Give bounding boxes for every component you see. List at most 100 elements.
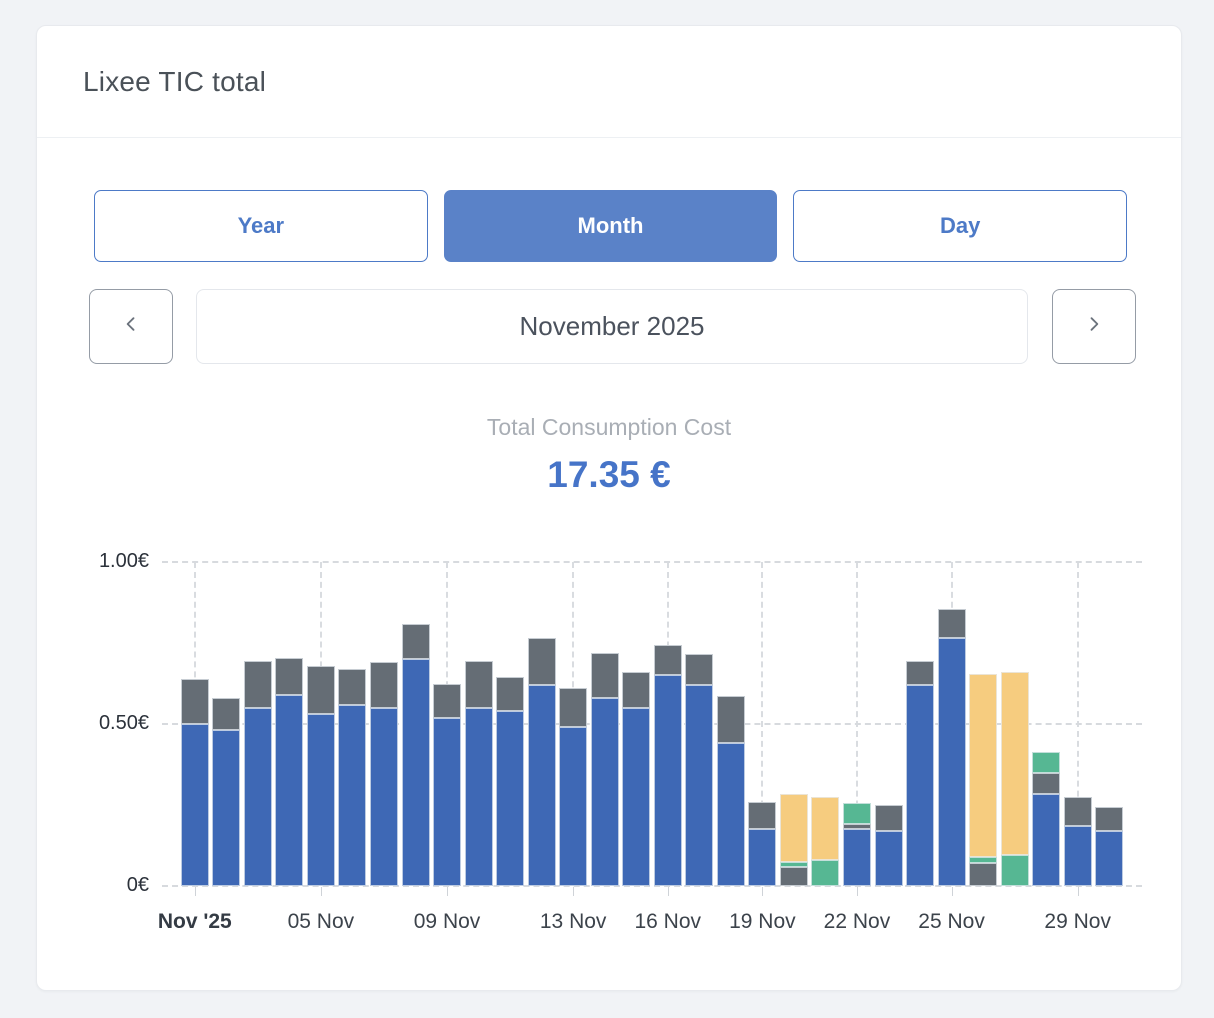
bar-segment-blue[interactable] (622, 707, 651, 886)
bar-segment-blue[interactable] (685, 685, 714, 886)
bar-segment-blue[interactable] (527, 685, 556, 886)
x-axis-tick (856, 887, 858, 896)
bar-segment-blue[interactable] (180, 724, 209, 886)
day-button[interactable]: Day (793, 190, 1128, 262)
bar-segment-grey[interactable] (716, 696, 745, 744)
period-text: November 2025 (519, 311, 705, 341)
bar-segment-grey[interactable] (338, 668, 367, 705)
bar-segment-blue[interactable] (559, 727, 588, 886)
consumption-bar-chart: 0€ 0.50€ 1.00€ Nov '25 05 Nov 09 Nov 13 Nov 16 … (37, 550, 1181, 962)
bar-segment-grey[interactable] (685, 654, 714, 686)
bar-segment-grey[interactable] (369, 662, 398, 708)
bar-segment-grey[interactable] (496, 677, 525, 712)
current-period-label: November 2025 (196, 289, 1028, 364)
bar-segment-blue[interactable] (842, 829, 871, 886)
bar-segment-blue[interactable] (1032, 793, 1061, 886)
bar-segment-grey[interactable] (275, 657, 304, 695)
bar-segment-blue[interactable] (306, 714, 335, 886)
previous-period-button[interactable] (89, 289, 173, 364)
bar-segment-green[interactable] (779, 861, 808, 867)
bar-segment-blue[interactable] (590, 698, 619, 886)
bar-segment-grey[interactable] (779, 866, 808, 886)
x-axis-label: 29 Nov (1044, 910, 1111, 933)
bar-segment-blue[interactable] (906, 685, 935, 886)
bar-segment-blue[interactable] (1063, 826, 1092, 886)
bar-segment-green[interactable] (969, 856, 998, 864)
bar-segment-grey[interactable] (1063, 796, 1092, 827)
bar-segment-green[interactable] (811, 860, 840, 886)
chevron-right-icon (1084, 314, 1104, 339)
month-button[interactable]: Month (443, 190, 778, 262)
bar-segment-blue[interactable] (401, 659, 430, 886)
x-axis-tick (667, 887, 669, 896)
bar-segment-green[interactable] (842, 803, 871, 825)
total-cost-value: 17.35 € (547, 454, 671, 495)
bar-segment-blue[interactable] (275, 694, 304, 886)
bar-segment-blue[interactable] (496, 711, 525, 886)
y-axis-label: 0.50€ (98, 712, 149, 734)
bar-segment-blue[interactable] (653, 675, 682, 886)
x-axis-tick (320, 887, 322, 896)
bar-segment-grey[interactable] (212, 698, 241, 731)
bar-segment-grey[interactable] (622, 672, 651, 708)
bar-segment-blue[interactable] (464, 707, 493, 886)
bar-segment-grey[interactable] (906, 660, 935, 686)
bar-segment-yellow[interactable] (779, 793, 808, 862)
y-gridline (162, 723, 1142, 725)
y-gridline (162, 561, 1142, 563)
x-axis-tick (762, 887, 764, 896)
bar-segment-yellow[interactable] (811, 796, 840, 861)
year-button[interactable]: Year (94, 190, 428, 262)
bar-segment-grey[interactable] (401, 623, 430, 660)
bar-segment-blue[interactable] (874, 830, 903, 886)
bar-segment-yellow[interactable] (1000, 672, 1029, 856)
x-axis-label: 22 Nov (823, 910, 891, 933)
x-axis-tick (194, 887, 196, 896)
bar-segment-grey[interactable] (1032, 772, 1061, 794)
bar-segment-grey[interactable] (969, 863, 998, 886)
bar-segment-grey[interactable] (937, 608, 966, 639)
next-period-button[interactable] (1052, 289, 1136, 364)
card-header: Lixee TIC total (37, 26, 1181, 138)
bar-segment-grey[interactable] (842, 824, 871, 830)
y-gridline (162, 885, 1142, 887)
bar-segment-grey[interactable] (243, 660, 272, 708)
bar-segment-grey[interactable] (527, 638, 556, 686)
bar-segment-grey[interactable] (874, 805, 903, 831)
bar-segment-grey[interactable] (653, 644, 682, 676)
bar-segment-blue[interactable] (433, 717, 462, 886)
bar-segment-blue[interactable] (243, 707, 272, 886)
bar-segment-blue[interactable] (1095, 830, 1124, 886)
x-axis-label: Nov '25 (157, 910, 232, 933)
bar-segment-blue[interactable] (369, 707, 398, 886)
bar-segment-grey[interactable] (1095, 806, 1124, 831)
x-axis-label: 09 Nov (413, 910, 481, 933)
bar-segment-grey[interactable] (590, 652, 619, 699)
chart-plot (179, 562, 1125, 886)
x-axis-label: 13 Nov (539, 910, 607, 933)
x-axis-tick (951, 887, 953, 896)
x-axis-label: 19 Nov (729, 910, 796, 933)
bar-segment-yellow[interactable] (969, 673, 998, 857)
total-cost-label: Total Consumption Cost (486, 414, 732, 440)
bar-segment-blue[interactable] (716, 743, 745, 886)
bar-segment-green[interactable] (1000, 855, 1029, 886)
x-axis-tick (447, 887, 449, 896)
lixee-tic-card: Lixee TIC total Year Month Day November … (36, 25, 1182, 991)
bar-segment-grey[interactable] (559, 688, 588, 728)
bar-segment-grey[interactable] (433, 683, 462, 718)
card-title: Lixee TIC total (83, 65, 267, 97)
bar-segment-blue[interactable] (338, 704, 367, 886)
bar-segment-blue[interactable] (212, 730, 241, 886)
x-axis-label: 16 Nov (634, 910, 702, 933)
bar-segment-grey[interactable] (180, 678, 209, 724)
bar-segment-grey[interactable] (748, 801, 777, 830)
y-axis-label: 0€ (126, 874, 149, 896)
x-axis-label: 05 Nov (287, 910, 355, 933)
bar-segment-blue[interactable] (748, 829, 777, 886)
x-axis-tick (1077, 887, 1079, 896)
bar-segment-green[interactable] (1032, 751, 1061, 773)
bar-segment-grey[interactable] (464, 660, 493, 708)
bar-segment-blue[interactable] (937, 638, 966, 886)
bar-segment-grey[interactable] (306, 665, 335, 715)
